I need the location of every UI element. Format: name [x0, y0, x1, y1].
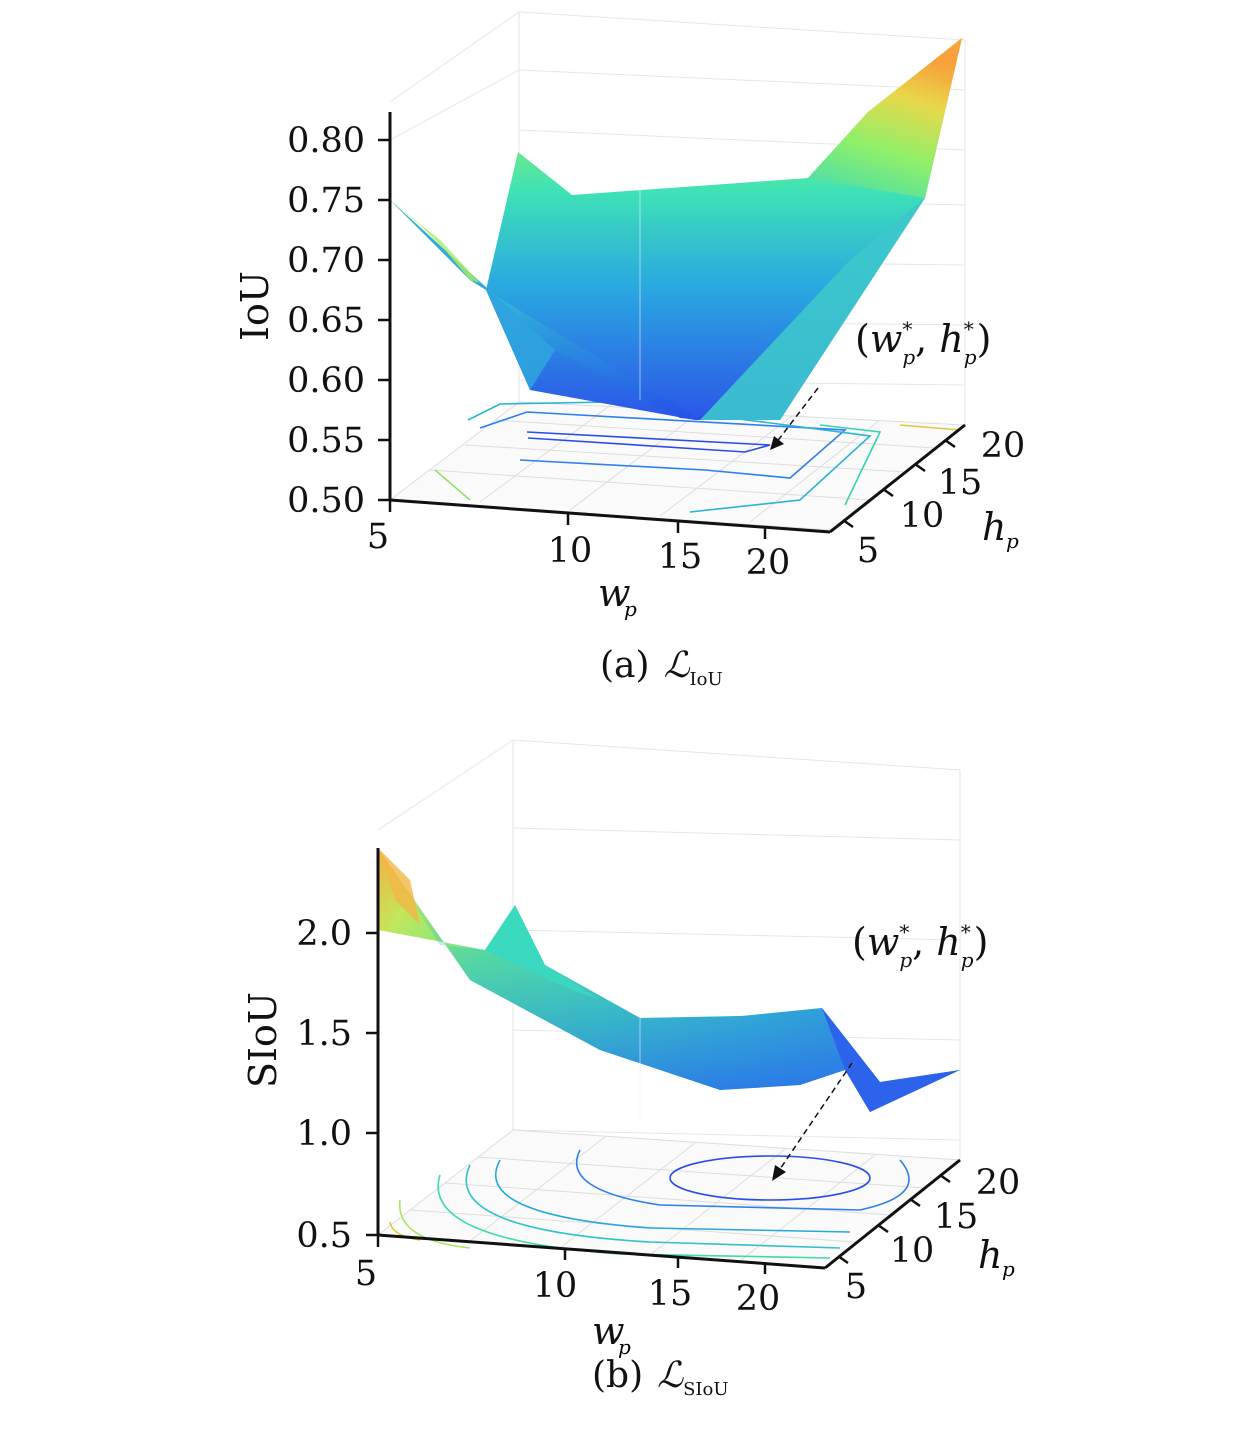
- panel-a-ztick-3: 0.65: [287, 301, 365, 341]
- panel-b-ztick-2: 1.0: [296, 1114, 352, 1154]
- panel-b-zlabel: SIoU: [241, 992, 285, 1088]
- panel-b-ytick-3: 20: [976, 1163, 1021, 1203]
- panel-a-ytick-1: 10: [900, 496, 945, 536]
- svg-text:p: p: [624, 597, 637, 621]
- svg-text:h: h: [978, 1233, 1002, 1277]
- svg-text:(b)ℒSIoU: (b) ℒSIoU: [592, 1355, 729, 1400]
- svg-text:w: w: [598, 571, 631, 615]
- panel-a-ytick-2: 15: [938, 463, 983, 503]
- panel-a-arrow-head: [770, 436, 784, 450]
- panel-b-ytick-1: 10: [890, 1231, 935, 1271]
- panel-a-xlabel: w p: [598, 571, 637, 621]
- panel-a-ztick-2: 0.70: [287, 241, 365, 281]
- panel-b-surface: [378, 848, 960, 1120]
- panel-a-zlabel: IoU: [233, 271, 277, 341]
- panel-a-axes: [388, 112, 966, 534]
- panel-b-floor-grid: [376, 1129, 962, 1269]
- panel-b-caption: (b) ℒSIoU: [592, 1355, 729, 1400]
- svg-text:p: p: [1002, 1257, 1015, 1281]
- panel-b-xtick-1: 10: [533, 1266, 578, 1306]
- panel-b-arrow: [777, 1062, 853, 1173]
- panel-b-z-ticks: [366, 931, 378, 1237]
- panel-b-ztick-1: 1.5: [296, 1014, 352, 1054]
- panel-a: 0.80 0.75 0.70 0.65 0.60 0.55 0.50 IoU 5…: [233, 11, 1026, 690]
- svg-text:w: w: [592, 1309, 625, 1353]
- svg-text:(w*p,h*p): (w* p, h* p): [852, 920, 988, 972]
- panel-a-ytick-3: 20: [981, 426, 1026, 466]
- panel-b-ztick-3: 0.5: [296, 1216, 352, 1256]
- panel-a-xtick-1: 10: [548, 531, 593, 571]
- panel-b-arrow-head: [772, 1165, 786, 1181]
- panel-a-caption: (a) ℒIoU: [600, 645, 723, 690]
- panel-a-x-ticks: [388, 438, 956, 539]
- panel-b-ytick-0: 5: [845, 1267, 867, 1307]
- panel-a-ztick-4: 0.60: [287, 361, 365, 401]
- panel-a-xtick-0: 5: [367, 517, 389, 557]
- svg-text:h: h: [982, 505, 1006, 549]
- panel-a-ylabel: h p: [982, 505, 1019, 553]
- panel-b-xtick-3: 20: [736, 1279, 781, 1319]
- panel-a-surface: [390, 38, 962, 420]
- panel-b-ylabel: h p: [978, 1233, 1015, 1281]
- panel-b-xlabel: w p: [592, 1309, 631, 1359]
- panel-a-xtick-2: 15: [658, 537, 703, 577]
- panel-b: 2.0 1.5 1.0 0.5 SIoU 5 10 15 20 w p 5 10…: [241, 739, 1021, 1400]
- panel-a-xtick-3: 20: [746, 543, 791, 583]
- panel-a-ztick-1: 0.75: [287, 181, 365, 221]
- svg-text:(a)ℒIoU: (a) ℒIoU: [600, 645, 723, 690]
- panel-b-ytick-2: 15: [934, 1197, 979, 1237]
- panel-b-xtick-2: 15: [648, 1274, 693, 1314]
- panel-b-x-ticks: [376, 1173, 951, 1274]
- panel-a-ztick-6: 0.50: [287, 481, 365, 521]
- svg-text:(w*p,h*p): (w* p, h* p): [855, 317, 991, 369]
- panel-a-ztick-0: 0.80: [287, 121, 365, 161]
- panel-b-xtick-0: 5: [355, 1254, 377, 1294]
- panel-b-ztick-0: 2.0: [296, 914, 352, 954]
- panel-b-axes: [376, 848, 961, 1270]
- svg-text:p: p: [1006, 529, 1019, 553]
- panel-a-ztick-5: 0.55: [287, 421, 365, 461]
- panel-b-annotation: (w* p, h* p): [772, 920, 988, 1181]
- panel-a-ytick-0: 5: [857, 531, 879, 571]
- svg-text:p: p: [618, 1335, 631, 1359]
- panel-a-arrow: [775, 387, 819, 444]
- panel-a-annotation: (w* p, h* p): [770, 317, 991, 450]
- panel-a-z-ticks: [378, 138, 390, 502]
